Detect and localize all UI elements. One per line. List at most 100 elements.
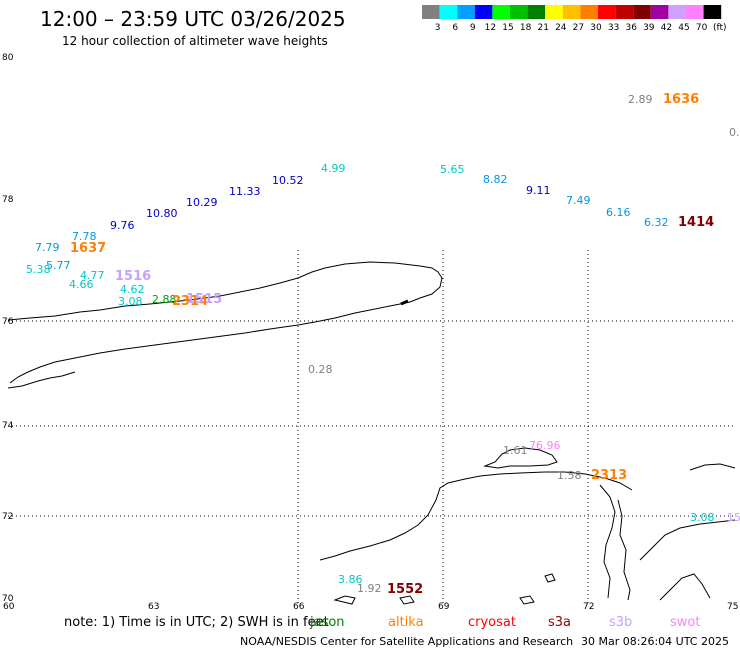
- footer-credit: NOAA/NESDIS Center for Satellite Applica…: [240, 635, 573, 648]
- legend-tick-label: 45: [678, 23, 689, 33]
- observation-label: 2.88: [152, 293, 177, 306]
- legend-swatch: [580, 5, 598, 19]
- legend-tick-label: 15: [502, 23, 513, 33]
- lat-label-80: 80: [2, 53, 14, 63]
- observation-label: 8.82: [483, 173, 508, 186]
- observation-label: 1552: [387, 582, 423, 597]
- observation-label: 1.58: [557, 469, 582, 482]
- observation-label: 5.77: [46, 259, 71, 272]
- novaya-zemlya-coast-south: [7, 371, 76, 389]
- observation-label: 9.76: [110, 219, 135, 232]
- map-subtitle: 12 hour collection of altimeter wave hei…: [62, 34, 328, 48]
- satellite-name-altika: altika: [388, 615, 424, 630]
- legend-tick-label: 42: [661, 23, 672, 33]
- legend-swatch: [492, 5, 510, 19]
- observation-label: 2.89: [628, 93, 653, 106]
- observation-label: 4.77: [80, 269, 105, 282]
- observation-label: 5.38: [26, 263, 51, 276]
- legend-tick-label: 21: [537, 23, 548, 33]
- lon-label-66: 66: [293, 602, 305, 612]
- observation-label: 10.29: [186, 196, 218, 209]
- legend-swatch: [439, 5, 458, 19]
- footer-note: note: 1) Time is in UTC; 2) SWH is in fe…: [64, 615, 329, 630]
- legend-tick-label: 39: [643, 23, 655, 33]
- observation-label: 7.79: [35, 241, 60, 254]
- lon-axis: 60 63 66 69 72 75: [3, 602, 738, 612]
- yamal-gulf-coast: [319, 471, 633, 561]
- coastlines: [7, 261, 736, 605]
- legend-swatch: [650, 5, 669, 19]
- satellite-name-s3a: s3a: [548, 615, 571, 630]
- observation-label: 3.08: [690, 511, 715, 524]
- legend-swatch: [545, 5, 563, 19]
- legend-tick-label: 33: [608, 23, 619, 33]
- coast-dark-segment: [400, 299, 409, 306]
- observation-label: 10.80: [146, 207, 178, 220]
- lon-label-75: 75: [727, 602, 738, 612]
- observation-label: 6.16: [606, 206, 631, 219]
- satellite-name-cryosat: cryosat: [468, 615, 516, 630]
- observation-label: 4.66: [69, 278, 94, 291]
- island-north-coast: [483, 447, 558, 469]
- observation-label: 9.11: [526, 184, 551, 197]
- observation-label: 1637: [70, 241, 106, 256]
- map-title: 12:00 – 23:59 UTC 03/26/2025: [40, 7, 346, 31]
- satellite-name-jason: jason: [309, 615, 345, 630]
- lat-label-74: 74: [2, 421, 14, 431]
- legend-tick-label: 9: [470, 23, 476, 33]
- legend-unit: (ft): [713, 23, 727, 33]
- small-islands: [333, 573, 556, 605]
- lon-label-69: 69: [438, 602, 450, 612]
- observation-label: 15: [727, 511, 740, 524]
- legend-tick-label: 24: [555, 23, 567, 33]
- observation-label: 1.61: [503, 444, 528, 457]
- legend-tick-label: 27: [573, 23, 584, 33]
- legend-tick-label: 6: [452, 23, 458, 33]
- legend-swatch: [527, 5, 546, 19]
- observation-label: 76.96: [529, 439, 561, 452]
- lon-label-60: 60: [3, 602, 15, 612]
- observation-label: 1.92: [357, 582, 382, 595]
- observation-label: 3.86: [338, 573, 363, 586]
- east-coast: [639, 463, 736, 601]
- legend-swatch: [474, 5, 493, 19]
- lat-label-78: 78: [2, 195, 14, 205]
- observation-label: 0.28: [308, 363, 333, 376]
- lat-label-72: 72: [2, 512, 13, 522]
- legend-tick-label: 18: [520, 23, 532, 33]
- gydan-coast: [599, 484, 631, 601]
- footer-timestamp: 30 Mar 08:26:04 UTC 2025: [581, 635, 729, 648]
- observation-label: 1516: [115, 269, 151, 284]
- legend-swatch: [615, 5, 634, 19]
- novaya-zemlya-coast-north: [7, 261, 443, 384]
- observation-label: 5.65: [440, 163, 465, 176]
- observation-label: 7.49: [566, 194, 591, 207]
- legend-tick-label: 36: [625, 23, 637, 33]
- lat-axis: 80 78 76 74 72 70: [2, 53, 14, 604]
- satellite-name-s3b: s3b: [609, 615, 632, 630]
- legend-tick-label: 70: [696, 23, 708, 33]
- observation-label: 4.99: [321, 162, 346, 175]
- observation-label: 1636: [663, 92, 699, 107]
- lon-label-63: 63: [148, 602, 159, 612]
- observation-label: 2314: [172, 294, 208, 309]
- legend-tick-label: 3: [435, 23, 441, 33]
- satellite-legend: jason altika cryosat s3a s3b swot: [309, 615, 700, 630]
- observation-label: 1414: [678, 215, 714, 230]
- observation-label: 3.08: [118, 295, 143, 308]
- legend-swatch: [668, 5, 686, 19]
- observation-label: 10.52: [272, 174, 304, 187]
- legend-swatch: [562, 5, 581, 19]
- observation-label: 7.78: [72, 230, 97, 243]
- legend-tick-label: 30: [590, 23, 602, 33]
- observation-label: 2313: [591, 468, 627, 483]
- legend-swatch: [633, 5, 651, 19]
- observation-label: 0.: [729, 126, 740, 139]
- legend-swatch: [422, 5, 440, 19]
- satellite-name-swot: swot: [670, 615, 700, 630]
- observation-label: 4.62: [120, 283, 145, 296]
- legend-swatch: [703, 5, 722, 19]
- lat-label-76: 76: [2, 317, 14, 327]
- wave-height-legend: 3 6 9 12 15 18 21 24 27 30 33 36 39 42 45 70 (ft): [422, 5, 727, 33]
